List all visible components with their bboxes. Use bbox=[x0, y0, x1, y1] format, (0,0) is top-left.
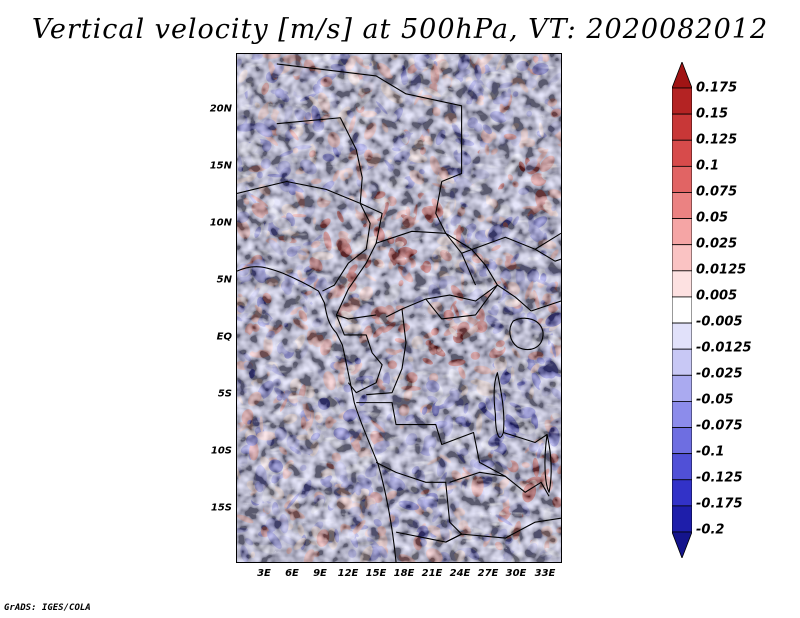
border-south-sudan bbox=[461, 236, 561, 262]
colorbar-label-9: -0.005 bbox=[696, 314, 743, 330]
colorbar-bin-17 bbox=[672, 505, 692, 533]
border-drc-angola bbox=[356, 402, 506, 477]
coastline bbox=[237, 266, 397, 562]
border-drc-north bbox=[425, 284, 532, 320]
colorbar-bin-13 bbox=[672, 401, 692, 428]
colorbar-label-4: 0.075 bbox=[696, 184, 738, 200]
colorbar-label-2: 0.125 bbox=[696, 132, 738, 148]
colorbar-label-11: -0.025 bbox=[696, 366, 743, 382]
colorbar-label-14: -0.1 bbox=[696, 444, 725, 460]
country-borders bbox=[237, 63, 561, 562]
lat-label-15s: 15S bbox=[210, 502, 232, 514]
colorbar-bin-1 bbox=[672, 87, 692, 115]
lon-label-24e: 24E bbox=[449, 568, 471, 579]
colorbar-bin-11 bbox=[672, 348, 692, 376]
colorbar-bin-8 bbox=[672, 270, 692, 298]
colorbar-bin-15 bbox=[672, 453, 692, 481]
border-congo-gabon bbox=[335, 314, 383, 394]
colorbar-bin-3 bbox=[672, 139, 692, 167]
lon-label-15e: 15E bbox=[365, 568, 387, 579]
border-libya-sudan bbox=[276, 63, 463, 183]
colorbar-bin-5 bbox=[672, 192, 692, 219]
colorbar-label-0: 0.175 bbox=[696, 80, 738, 96]
border-niger-chad bbox=[276, 117, 363, 204]
border-nigeria bbox=[237, 180, 371, 292]
lat-label-5n: 5N bbox=[216, 274, 232, 286]
lon-label-3e: 3E bbox=[257, 568, 271, 579]
map-title: Vertical velocity [m/s] at 500hPa, VT: 2… bbox=[31, 14, 769, 45]
colorbar-bin-16 bbox=[672, 479, 692, 507]
colorbar-bin-9 bbox=[672, 296, 692, 324]
lon-label-9e: 9E bbox=[313, 568, 327, 579]
border-zambia bbox=[449, 471, 550, 497]
lat-label-10n: 10N bbox=[209, 217, 232, 229]
colorbar-bin-18 bbox=[672, 531, 692, 558]
lon-label-30e: 30E bbox=[505, 568, 527, 579]
lon-label-18e: 18E bbox=[393, 568, 415, 579]
map-plot bbox=[236, 53, 562, 563]
colorbar-bin-10 bbox=[672, 322, 692, 350]
lake-tanganyika bbox=[493, 372, 505, 438]
lake-malawi bbox=[544, 433, 552, 493]
lat-label-5s: 5S bbox=[217, 388, 232, 400]
colorbar-label-6: 0.025 bbox=[696, 236, 738, 252]
lon-label-12e: 12E bbox=[337, 568, 359, 579]
colorbar-label-16: -0.175 bbox=[696, 496, 743, 512]
colorbar-label-17: -0.2 bbox=[696, 522, 725, 538]
colorbar-label-15: -0.125 bbox=[696, 470, 743, 486]
colorbar-bin-12 bbox=[672, 374, 692, 402]
lon-label-33e: 33E bbox=[534, 568, 556, 579]
border-namibia-botswana bbox=[395, 517, 561, 543]
colorbar-label-1: 0.15 bbox=[696, 106, 729, 122]
colorbar-label-5: 0.05 bbox=[696, 210, 729, 226]
colorbar-bin-6 bbox=[672, 218, 692, 246]
lat-label-20n: 20N bbox=[209, 103, 232, 115]
colorbar-label-13: -0.075 bbox=[696, 418, 743, 434]
colorbar bbox=[672, 62, 692, 558]
colorbar-label-7: 0.0125 bbox=[696, 262, 747, 278]
lon-label-6e: 6E bbox=[285, 568, 299, 579]
border-east-africa bbox=[503, 232, 561, 444]
colorbar-label-3: 0.1 bbox=[696, 158, 720, 174]
colorbar-bin-4 bbox=[672, 165, 692, 193]
lake-victoria bbox=[509, 317, 544, 350]
colorbar-bin-14 bbox=[672, 427, 692, 455]
lon-label-27e: 27E bbox=[477, 568, 499, 579]
border-cameroon bbox=[335, 202, 383, 320]
lat-label-15n: 15N bbox=[209, 160, 232, 172]
lon-label-21e: 21E bbox=[421, 568, 443, 579]
lat-label-10s: 10S bbox=[210, 445, 232, 457]
colorbar-bin-2 bbox=[672, 113, 692, 141]
grads-credit: GrADS: IGES/COLA bbox=[4, 603, 91, 613]
colorbar-label-10: -0.0125 bbox=[696, 340, 752, 356]
colorbar-bin-7 bbox=[672, 244, 692, 272]
velocity-streak-layer bbox=[237, 54, 561, 562]
lat-label-eq: EQ bbox=[216, 331, 232, 343]
colorbar-label-12: -0.05 bbox=[696, 392, 734, 408]
colorbar-label-8: 0.005 bbox=[696, 288, 738, 304]
border-congo-drc bbox=[366, 308, 407, 396]
colorbar-bin-0 bbox=[672, 62, 692, 89]
